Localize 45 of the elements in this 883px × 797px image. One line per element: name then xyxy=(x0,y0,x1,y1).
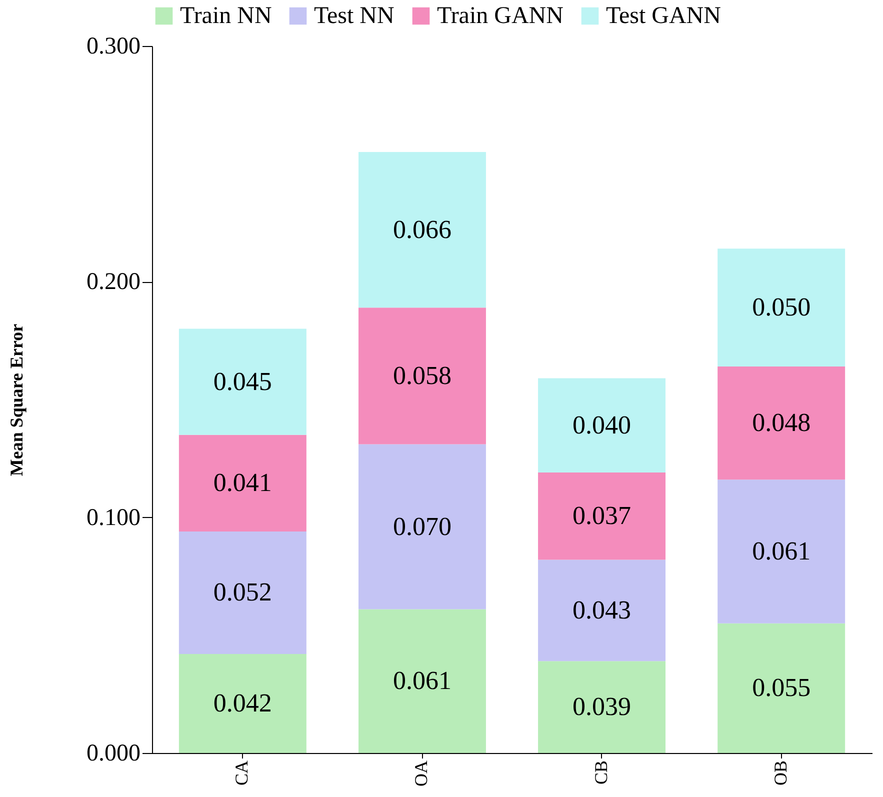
legend-label: Train GANN xyxy=(437,3,564,29)
bar xyxy=(358,152,486,308)
bar xyxy=(178,531,306,654)
y-axis-title: Mean Square Error xyxy=(6,324,26,476)
bar xyxy=(538,560,666,662)
bar xyxy=(358,444,486,610)
bar xyxy=(538,472,666,560)
data-label: 0.045 xyxy=(213,366,272,396)
data-label: 0.070 xyxy=(392,512,452,541)
bar xyxy=(178,434,306,532)
data-label: 0.061 xyxy=(392,666,452,696)
x-tick-label: OB xyxy=(770,760,790,786)
x-tick-label: CB xyxy=(590,760,611,785)
x-tick-label: OA xyxy=(411,760,432,786)
y-tick-label: 0.300 xyxy=(86,34,140,60)
data-label: 0.052 xyxy=(213,578,272,607)
bar xyxy=(358,609,486,753)
data-label: 0.058 xyxy=(392,360,452,390)
data-label: 0.043 xyxy=(572,595,632,624)
data-label: 0.061 xyxy=(752,536,811,566)
data-label: 0.040 xyxy=(572,410,632,440)
bar xyxy=(178,328,306,435)
bar xyxy=(718,480,846,624)
x-tick-label: CA xyxy=(232,760,252,786)
bar xyxy=(358,308,486,444)
legend-label: Test NN xyxy=(314,3,394,29)
bar xyxy=(718,366,846,480)
bar xyxy=(178,654,306,753)
legend-label: Test GANN xyxy=(606,3,721,29)
data-label: 0.039 xyxy=(572,692,632,722)
data-label: 0.042 xyxy=(213,688,272,718)
legend-label: Train NN xyxy=(180,3,272,29)
bar xyxy=(718,248,846,367)
data-label: 0.050 xyxy=(752,292,811,322)
bar xyxy=(538,378,666,473)
data-label: 0.041 xyxy=(213,468,272,498)
bar xyxy=(718,623,846,753)
y-tick-label: 0.200 xyxy=(86,269,140,296)
data-label: 0.048 xyxy=(752,408,811,438)
data-label: 0.066 xyxy=(392,214,452,244)
bar xyxy=(538,661,666,753)
y-tick-label: 0.100 xyxy=(86,504,140,531)
data-label: 0.037 xyxy=(572,501,632,530)
data-label: 0.055 xyxy=(752,673,811,702)
y-tick-label: 0.000 xyxy=(86,740,140,766)
